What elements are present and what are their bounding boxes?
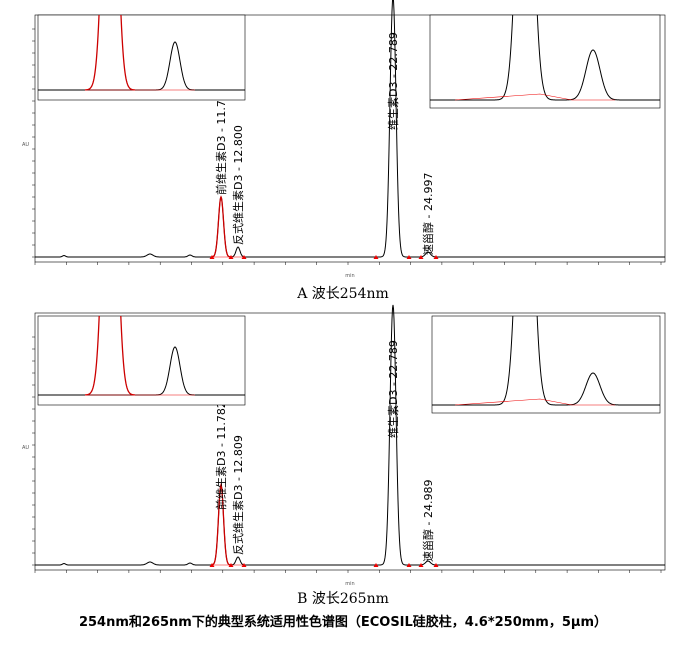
plot-frame — [34, 14, 666, 263]
inset-plot — [38, 15, 245, 91]
peak-label: 反式维生素D3 - 12.809 — [231, 435, 245, 555]
panel-caption: A 波长254nm — [296, 286, 389, 302]
x-axis-label: min — [345, 581, 354, 587]
figure-caption: 254nm和265nm下的典型系统适用性色谱图（ECOSIL硅胶柱，4.6*25… — [79, 614, 607, 630]
inset-trace — [430, 15, 660, 101]
inset-trace-red — [85, 15, 135, 91]
peak-marker — [418, 255, 424, 259]
peak-marker — [433, 255, 439, 259]
peak-marker — [373, 563, 379, 567]
inset-frame — [37, 14, 246, 101]
inset-frame — [37, 315, 246, 406]
peak-label: 前维生素D3 - 11.782 — [214, 86, 228, 195]
x-axis-label: min — [345, 273, 354, 279]
y-axis-label: AU — [22, 142, 29, 148]
peak-label: 反式维生素D3 - 12.800 — [231, 125, 245, 245]
y-axis-label: AU — [22, 445, 29, 451]
inset-trace — [432, 316, 660, 406]
peak-trace — [211, 195, 231, 258]
peak-marker — [373, 255, 379, 259]
peak-marker — [406, 255, 412, 259]
peak-label: 前维生素D3 - 11.782 — [214, 401, 228, 510]
panel-caption: B 波长265nm — [297, 591, 389, 607]
inset-plot — [430, 15, 660, 101]
peak-label: 维生素D3 - 22.789 — [386, 32, 400, 130]
peak-marker — [406, 563, 412, 567]
peak-trace — [211, 482, 232, 566]
chromatogram-trace — [35, 304, 665, 566]
inset-plot — [432, 316, 660, 406]
peak-marker — [418, 563, 424, 567]
peak-label: 速甾醇 - 24.989 — [421, 480, 435, 562]
peak-label: 维生素D3 - 22.789 — [386, 340, 400, 438]
peak-label: 速甾醇 - 24.997 — [421, 173, 435, 255]
inset-baseline — [454, 93, 615, 101]
peak-marker — [433, 563, 439, 567]
inset-frame — [431, 315, 661, 414]
inset-baseline — [454, 398, 615, 406]
chromatogram-trace — [35, 0, 665, 258]
inset-plot — [38, 316, 245, 396]
plot-frame — [34, 312, 666, 571]
inset-trace-red — [85, 316, 135, 396]
